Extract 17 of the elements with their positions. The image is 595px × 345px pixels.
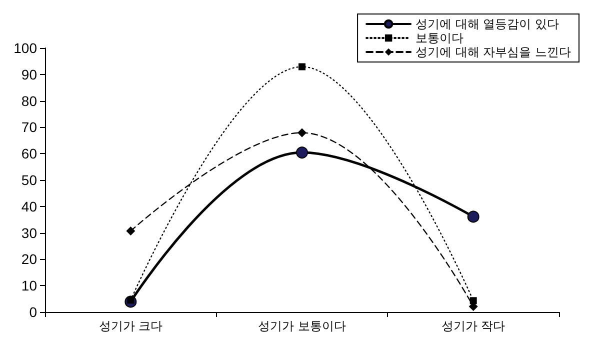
y-tick-label: 60 — [21, 146, 38, 162]
x-tick-label: 성기가 작다 — [441, 319, 506, 333]
y-tick-label: 0 — [29, 304, 38, 320]
x-tick-label: 성기가 크다 — [98, 319, 163, 333]
legend-label: 성기에 대해 자부심을 느낀다 — [416, 45, 572, 59]
y-tick-label: 30 — [21, 224, 38, 241]
y-tick-label: 20 — [21, 251, 38, 268]
legend-label: 성기에 대해 열등감이 있다 — [416, 17, 560, 31]
y-tick-label: 10 — [21, 278, 38, 294]
y-tick-label: 50 — [21, 172, 38, 188]
legend-label: 보통이다 — [416, 31, 464, 45]
y-tick-label: 40 — [21, 198, 38, 214]
y-tick-label: 70 — [21, 119, 38, 136]
y-tick-label: 100 — [14, 40, 38, 56]
y-tick-label: 90 — [21, 66, 38, 82]
x-tick-label: 성기가 보통이다 — [258, 319, 346, 333]
y-tick-label: 80 — [21, 92, 38, 109]
